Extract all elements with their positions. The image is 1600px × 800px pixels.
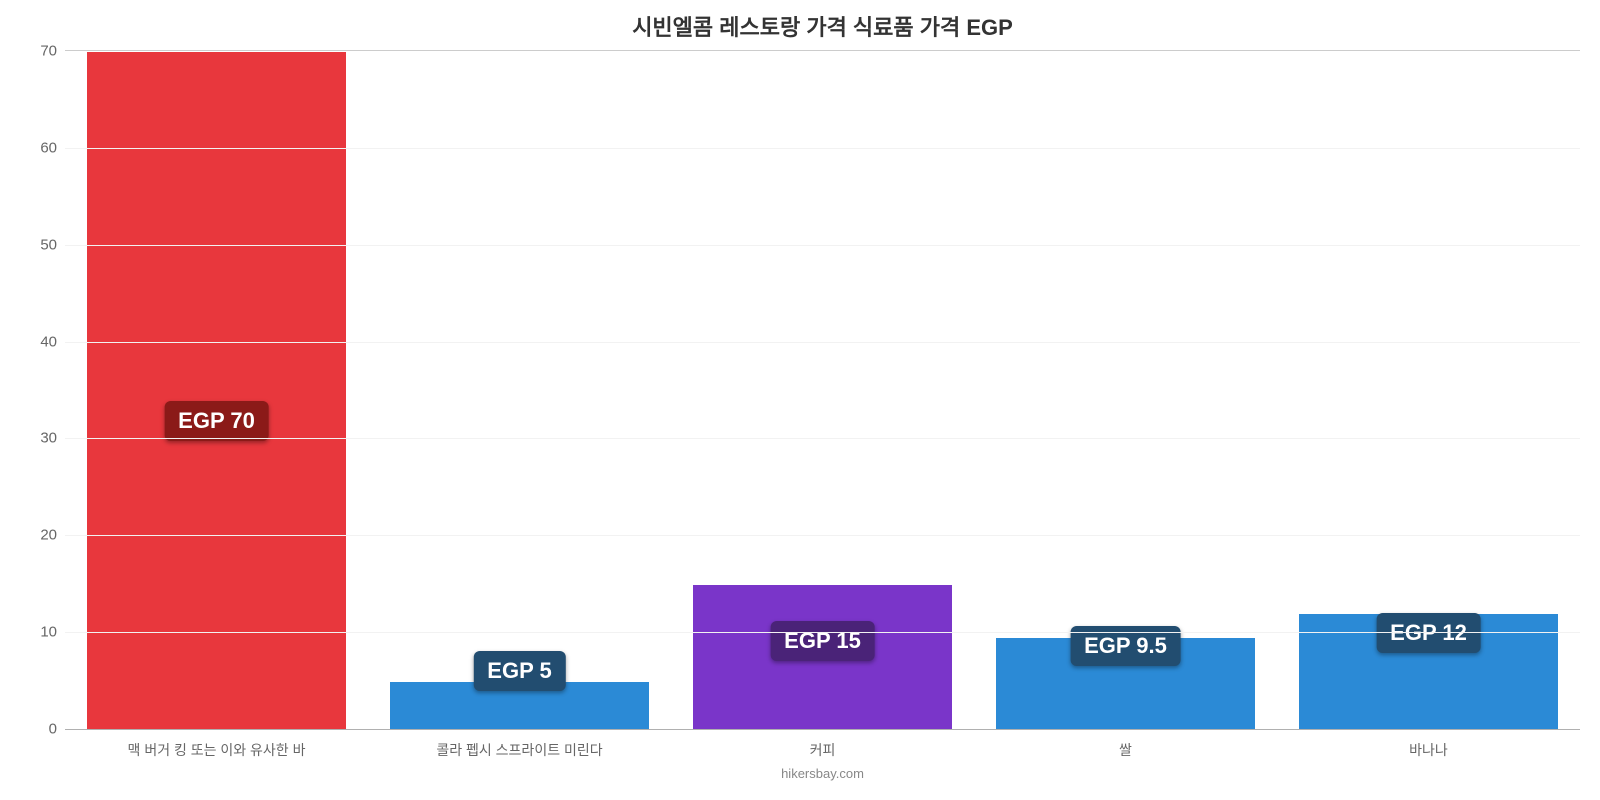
y-tick-label: 50 xyxy=(15,236,57,253)
y-tick-label: 60 xyxy=(15,139,57,156)
bar xyxy=(86,51,347,729)
x-axis-labels: 맥 버거 킹 또는 이와 유사한 바콜라 펩시 스프라이트 미린다커피쌀바나나 xyxy=(65,740,1580,760)
x-axis-label: 커피 xyxy=(671,740,974,760)
bar-slot: EGP 12 xyxy=(1277,51,1580,729)
grid-line xyxy=(65,632,1580,633)
y-tick-label: 40 xyxy=(15,333,57,350)
bar-value-label: EGP 15 xyxy=(770,621,875,661)
bar-slot: EGP 15 xyxy=(671,51,974,729)
bar-slot: EGP 9.5 xyxy=(974,51,1277,729)
grid-line xyxy=(65,148,1580,149)
x-axis-label: 맥 버거 킹 또는 이와 유사한 바 xyxy=(65,740,368,760)
grid-line xyxy=(65,245,1580,246)
y-tick-label: 30 xyxy=(15,430,57,447)
x-axis-label: 쌀 xyxy=(974,740,1277,760)
chart-container: 시빈엘콤 레스토랑 가격 식료품 가격 EGP EGP 70 EGP 5 EGP 1… xyxy=(0,0,1600,800)
y-tick-label: 10 xyxy=(15,624,57,641)
y-tick-label: 20 xyxy=(15,527,57,544)
bar-slot: EGP 70 xyxy=(65,51,368,729)
bar-value-label: EGP 70 xyxy=(164,401,269,441)
bar-slot: EGP 5 xyxy=(368,51,671,729)
y-tick-label: 0 xyxy=(15,721,57,738)
x-axis-label: 바나나 xyxy=(1277,740,1580,760)
bars-row: EGP 70 EGP 5 EGP 15 EGP 9.5EGP 12 xyxy=(65,51,1580,729)
grid-line xyxy=(65,438,1580,439)
x-axis-label: 콜라 펩시 스프라이트 미린다 xyxy=(368,740,671,760)
credit-text: hikersbay.com xyxy=(65,766,1580,781)
plot-area: EGP 70EGP 5EGP 15EGP 9.5EGP 12 010203040… xyxy=(65,50,1580,730)
grid-line xyxy=(65,535,1580,536)
chart-title: 시빈엘콤 레스토랑 가격 식료품 가격 EGP xyxy=(65,10,1580,42)
y-tick-label: 70 xyxy=(15,43,57,60)
bar-value-label: EGP 5 xyxy=(473,651,565,691)
grid-line xyxy=(65,342,1580,343)
